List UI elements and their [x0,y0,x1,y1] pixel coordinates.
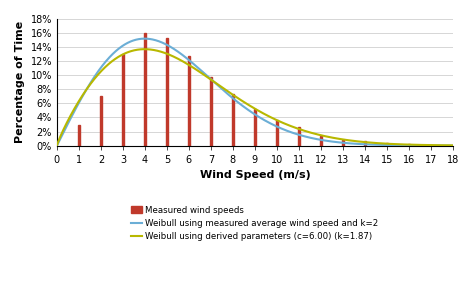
Bar [232,94,234,146]
Y-axis label: Percentage of Time: Percentage of Time [15,21,25,143]
Bar [320,136,322,146]
Bar [430,145,432,146]
Bar [342,140,344,146]
Bar [166,38,168,146]
Bar [298,127,300,146]
Legend: Measured wind speeds, Weibull using measured average wind speed and k=2, Weibull: Measured wind speeds, Weibull using meas… [129,203,381,244]
Bar [210,77,212,146]
Bar [364,141,366,146]
Bar [100,96,102,146]
Bar [122,54,124,146]
Bar [276,119,278,146]
Bar [78,125,80,146]
Bar [254,109,256,146]
Bar [188,56,190,146]
Bar [386,143,388,146]
Bar [408,144,410,146]
X-axis label: Wind Speed (m/s): Wind Speed (m/s) [200,170,310,180]
Bar [144,33,146,146]
